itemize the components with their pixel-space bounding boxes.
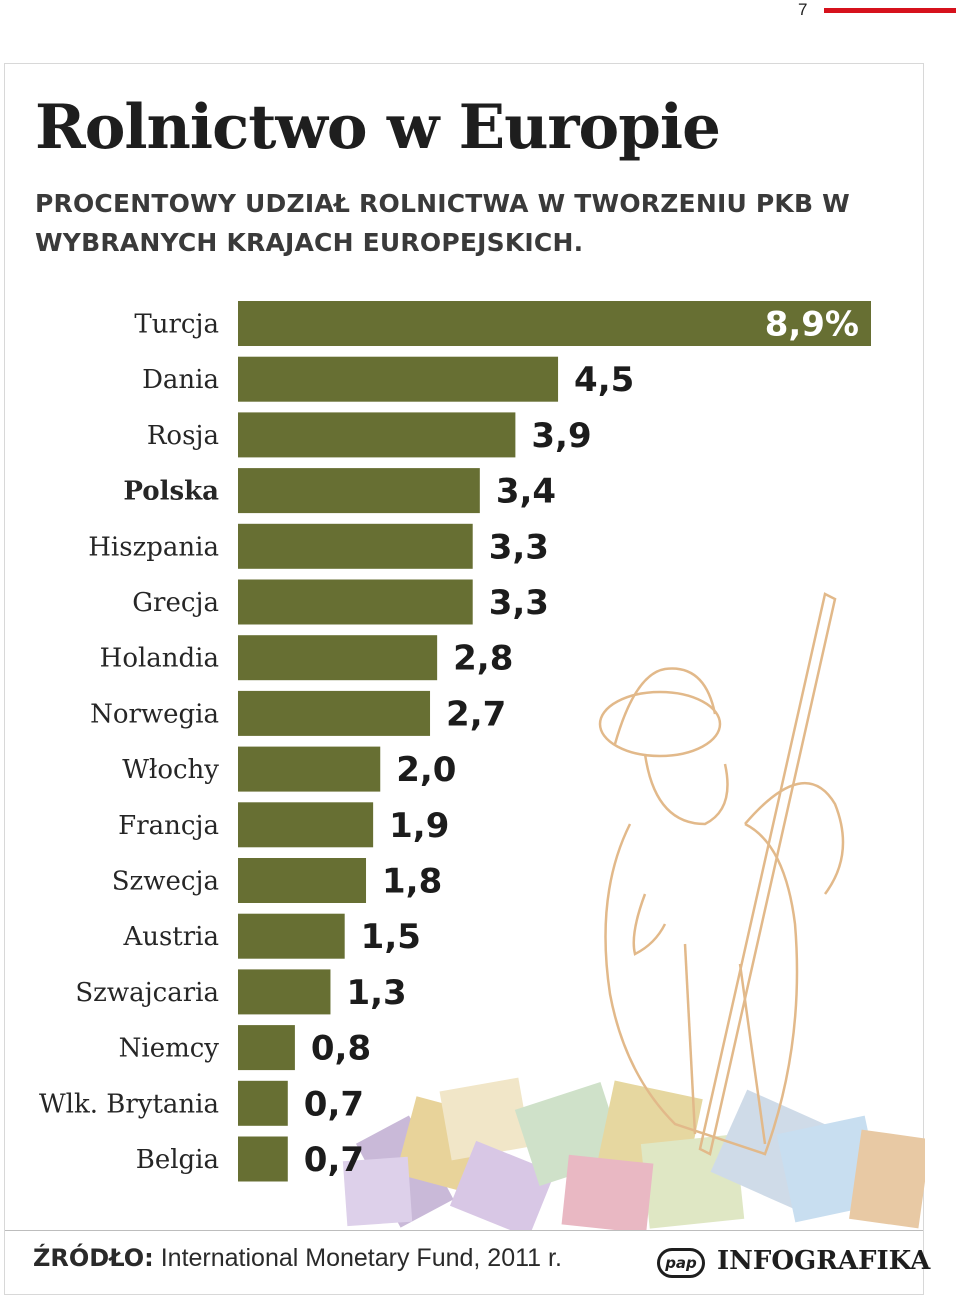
pap-logo: pap (657, 1248, 705, 1278)
bar-szwecja (238, 858, 367, 903)
category-label-szwecja: Szwecja (112, 867, 219, 897)
value-label-włochy: 2,0 (396, 750, 456, 790)
footer-divider (5, 1230, 923, 1231)
category-label-włochy: Włochy (122, 755, 219, 785)
bar-norwegia (238, 690, 431, 736)
source-label: ŹRÓDŁO: (33, 1244, 154, 1272)
category-label-austria: Austria (122, 922, 219, 952)
bar-holandia (238, 635, 438, 681)
page-title: Rolnictwo w Europie (35, 92, 721, 163)
value-label-wlk-brytania: 0,7 (304, 1084, 364, 1124)
bar-hiszpania (238, 523, 473, 569)
value-label-norwegia: 2,7 (446, 694, 506, 734)
bar-grecja (238, 579, 473, 625)
bar-rosja (238, 412, 516, 458)
bar-chart: Turcja 8,9% Dania 4,5 Rosja 3,9 Polska 3,4 Hiszp… (39, 301, 871, 1182)
value-label-rosja: 3,9 (531, 416, 591, 456)
value-label-turcja: 8,9% (765, 305, 859, 345)
bar-belgia (238, 1136, 288, 1182)
bar-francja (238, 802, 374, 848)
bar-włochy (238, 746, 381, 792)
category-label-polska: Polska (123, 477, 219, 507)
category-label-hiszpania: Hiszpania (88, 532, 219, 562)
bar-wlk-brytania (238, 1080, 288, 1126)
value-label-polska: 3,4 (496, 472, 556, 512)
page-number: 7 (798, 0, 808, 19)
bar-polska (238, 468, 480, 514)
category-label-norwegia: Norwegia (90, 699, 219, 729)
category-label-francja: Francja (118, 811, 219, 841)
source-note: ŹRÓDŁO: International Monetary Fund, 201… (33, 1244, 562, 1273)
brand-label: INFOGRAFIKA (717, 1246, 931, 1276)
category-label-wlk-brytania: Wlk. Brytania (39, 1089, 219, 1119)
category-label-dania: Dania (142, 365, 219, 395)
value-label-niemcy: 0,8 (311, 1029, 371, 1069)
banknote-pile (342, 1077, 925, 1230)
page-accent-bar (824, 8, 956, 13)
category-label-holandia: Holandia (100, 644, 219, 674)
category-label-szwajcaria: Szwajcaria (75, 978, 219, 1008)
value-label-belgia: 0,7 (304, 1140, 364, 1180)
source-text: International Monetary Fund, 2011 r. (160, 1244, 562, 1272)
value-label-szwecja: 1,8 (382, 862, 442, 902)
value-label-francja: 1,9 (389, 806, 449, 846)
category-label-turcja: Turcja (134, 310, 219, 340)
bar-dania (238, 356, 559, 402)
category-label-belgia: Belgia (136, 1145, 219, 1175)
infographic-card: Rolnictwo w Europie PROCENTOWY UDZIAŁ RO… (4, 63, 930, 1295)
value-label-dania: 4,5 (574, 360, 634, 400)
bar-niemcy (238, 1025, 295, 1071)
bar-turcja (238, 301, 871, 346)
value-label-hiszpania: 3,3 (489, 527, 549, 567)
value-label-szwajcaria: 1,3 (346, 973, 406, 1013)
bar-austria (238, 913, 345, 959)
value-label-holandia: 2,8 (453, 639, 513, 679)
category-label-niemcy: Niemcy (119, 1034, 220, 1064)
value-label-austria: 1,5 (361, 917, 421, 957)
bar-szwajcaria (238, 969, 331, 1015)
farmer-illustration (342, 592, 925, 1230)
farmer-outline (598, 592, 845, 1156)
category-label-grecja: Grecja (132, 588, 219, 618)
value-label-grecja: 3,3 (489, 583, 549, 623)
category-label-rosja: Rosja (147, 421, 219, 451)
page-subtitle: PROCENTOWY UDZIAŁ ROLNICTWA W TWORZENIU … (35, 189, 850, 257)
